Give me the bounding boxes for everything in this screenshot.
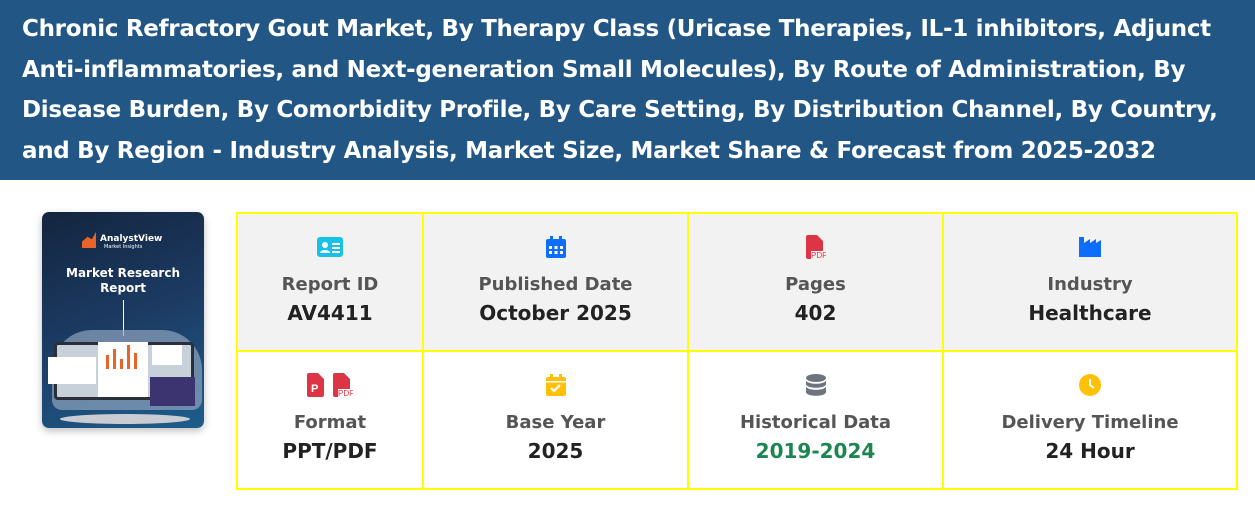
report-details-grid: Report ID AV4411 Published Date October … — [236, 212, 1238, 490]
file-pdf-icon: PDF — [333, 373, 353, 397]
cover-brand: AnalystView Market Insights — [100, 234, 163, 250]
detail-value: Healthcare — [1028, 301, 1152, 325]
id-card-icon — [317, 237, 343, 257]
detail-value: 2019-2024 — [755, 439, 876, 463]
detail-pages: PDF Pages 402 — [689, 214, 944, 352]
detail-industry: Industry Healthcare — [944, 214, 1236, 352]
detail-value: PPT/PDF — [282, 439, 378, 463]
detail-label: Historical Data — [739, 412, 892, 433]
svg-text:P: P — [311, 383, 318, 395]
svg-text:PDF: PDF — [811, 251, 826, 259]
detail-value: 2025 — [527, 439, 584, 463]
detail-label: Published Date — [478, 274, 633, 295]
detail-delivery-timeline: Delivery Timeline 24 Hour — [944, 352, 1236, 488]
detail-historical-data: Historical Data 2019-2024 — [689, 352, 944, 488]
page-title: Chronic Refractory Gout Market, By Thera… — [0, 0, 1255, 180]
detail-published-date: Published Date October 2025 — [424, 214, 689, 352]
cover-title: Market Research Report — [66, 266, 180, 295]
detail-report-id: Report ID AV4411 — [238, 214, 424, 352]
detail-value: 24 Hour — [1045, 439, 1135, 463]
file-pdf-icon: PDF — [805, 235, 826, 259]
detail-base-year: Base Year 2025 — [424, 352, 689, 488]
detail-format: P PDF Format PPT/PDF — [238, 352, 424, 488]
detail-label: Industry — [1047, 274, 1133, 295]
file-ppt-icon: P — [307, 373, 324, 397]
clock-icon — [1079, 374, 1101, 396]
detail-label: Base Year — [505, 412, 606, 433]
detail-label: Delivery Timeline — [1001, 412, 1179, 433]
industry-icon — [1079, 237, 1101, 257]
svg-text:PDF: PDF — [338, 389, 353, 397]
calendar-check-icon — [545, 374, 566, 396]
database-icon — [805, 374, 826, 396]
detail-value: AV4411 — [287, 301, 373, 325]
detail-label: Format — [293, 412, 367, 433]
detail-value: 402 — [794, 301, 837, 325]
calendar-icon — [545, 236, 566, 258]
detail-label: Pages — [785, 274, 846, 295]
detail-value: October 2025 — [479, 301, 632, 325]
report-cover-image: AnalystView Market Insights Market Resear… — [42, 212, 204, 428]
detail-label: Report ID — [281, 274, 379, 295]
